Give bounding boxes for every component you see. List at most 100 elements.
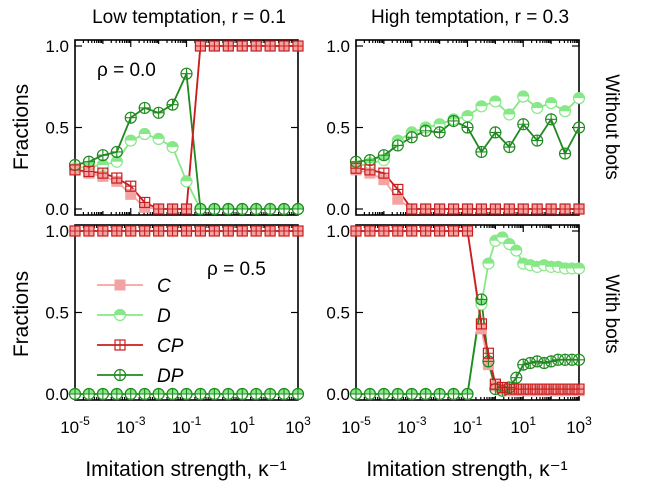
point-DP — [420, 389, 431, 400]
xlabel-left: Imitation strength, κ⁻¹ — [85, 458, 286, 481]
x-tick-label: 10-1 — [172, 414, 202, 437]
point-DP — [125, 389, 136, 400]
point-DP — [476, 146, 487, 157]
point-D — [139, 129, 150, 140]
point-DP — [378, 150, 389, 161]
point-DP — [181, 389, 192, 400]
legend-label-D: D — [157, 306, 171, 327]
point-C — [393, 194, 403, 204]
legend-label-C: C — [157, 276, 171, 297]
panel-top-right: 0.0 0.5 1.0 — [326, 37, 584, 219]
point-DP — [518, 359, 529, 370]
series-points-DP — [70, 68, 304, 214]
point-DP — [406, 389, 417, 400]
xlabel-right: Imitation strength, κ⁻¹ — [366, 458, 567, 481]
point-D — [462, 111, 473, 122]
point-DP — [293, 389, 304, 400]
point-DP — [490, 127, 501, 138]
series-points-D — [351, 232, 585, 399]
point-C — [115, 280, 125, 290]
series-line-CP — [356, 231, 579, 389]
point-DP — [167, 389, 178, 400]
x-tick-label: 101 — [510, 414, 536, 437]
point-DP — [251, 204, 262, 215]
point-DP — [293, 204, 304, 215]
point-DP — [237, 204, 248, 215]
point-D — [153, 133, 164, 144]
point-DP — [70, 389, 81, 400]
y-tick-label: 0.0 — [45, 200, 69, 219]
point-D — [504, 109, 515, 120]
point-DP — [539, 358, 550, 369]
row-title-bottom: With bots — [601, 274, 622, 353]
point-DP — [97, 389, 108, 400]
y-tick-label: 1.0 — [45, 37, 69, 56]
point-D — [167, 142, 178, 153]
point-DP — [209, 389, 220, 400]
point-D — [518, 91, 529, 102]
point-DP — [139, 102, 150, 113]
y-tick-label: 0.5 — [326, 119, 350, 138]
point-D — [476, 101, 487, 112]
point-DP — [448, 389, 459, 400]
panel-bottom-right: 0.00.51.010-5 10-3 10-1 101 103 — [326, 222, 592, 437]
panels: 0.0 0.5 1.0 ρ = 0.0 0.0 0.5 1.0 0.0 0.5 1.0 10-5 10… — [45, 37, 592, 437]
point-DP — [504, 142, 515, 153]
point-D — [115, 310, 126, 321]
point-D — [490, 96, 501, 107]
row-title-top: Without bots — [601, 74, 622, 180]
col-title-right: High temptation, r = 0.3 — [371, 7, 569, 28]
point-DP — [265, 389, 276, 400]
point-DP — [532, 356, 543, 367]
ylabel-bottom: Fractions — [10, 271, 33, 357]
y-tick-label: 0.0 — [326, 385, 350, 404]
series-line-DP — [356, 299, 579, 394]
point-DP — [139, 389, 150, 400]
y-tick-label: 0.0 — [45, 385, 69, 404]
point-DP — [560, 148, 571, 159]
point-DP — [111, 146, 122, 157]
point-D — [483, 258, 494, 269]
point-DP — [195, 389, 206, 400]
point-D — [560, 106, 571, 117]
panel-bottom-left: 0.0 0.5 1.0 10-5 10-3 10-1 101 103 ρ = 0.5 CD CP DP — [45, 222, 311, 437]
point-DP — [420, 125, 431, 136]
point-DP — [125, 112, 136, 123]
point-DP — [434, 389, 445, 400]
rho-annotation: ρ = 0.0 — [97, 60, 156, 81]
y-tick-label: 1.0 — [45, 222, 69, 241]
figure: Low temptation, r = 0.1 High temptation,… — [0, 0, 647, 492]
series-line-DP — [75, 74, 298, 209]
x-tick-label: 101 — [229, 414, 255, 437]
point-DP — [111, 389, 122, 400]
plot-frame — [356, 225, 579, 400]
point-DP — [392, 140, 403, 151]
point-DP — [462, 389, 473, 400]
point-DP — [223, 389, 234, 400]
y-tick-label: 0.0 — [326, 200, 350, 219]
point-DP — [392, 389, 403, 400]
point-D — [574, 93, 585, 104]
point-DP — [209, 204, 220, 215]
point-D — [511, 245, 522, 256]
point-DP — [364, 155, 375, 166]
series-line-C — [356, 231, 579, 391]
point-DP — [406, 132, 417, 143]
point-DP — [153, 389, 164, 400]
x-tick-label: 10-3 — [116, 414, 146, 437]
point-DP — [546, 356, 557, 367]
point-D — [574, 263, 585, 274]
point-DP — [574, 122, 585, 133]
point-DP — [195, 204, 206, 215]
point-DP — [574, 354, 585, 365]
point-DP — [251, 389, 262, 400]
point-DP — [525, 358, 536, 369]
legend-label-DP: DP — [157, 366, 184, 387]
series-points-CP — [351, 226, 584, 394]
point-DP — [351, 389, 362, 400]
y-tick-label: 1.0 — [326, 222, 350, 241]
point-DP — [378, 389, 389, 400]
x-tick-label: 10-5 — [60, 414, 90, 437]
point-DP — [167, 99, 178, 110]
point-D — [181, 176, 192, 187]
